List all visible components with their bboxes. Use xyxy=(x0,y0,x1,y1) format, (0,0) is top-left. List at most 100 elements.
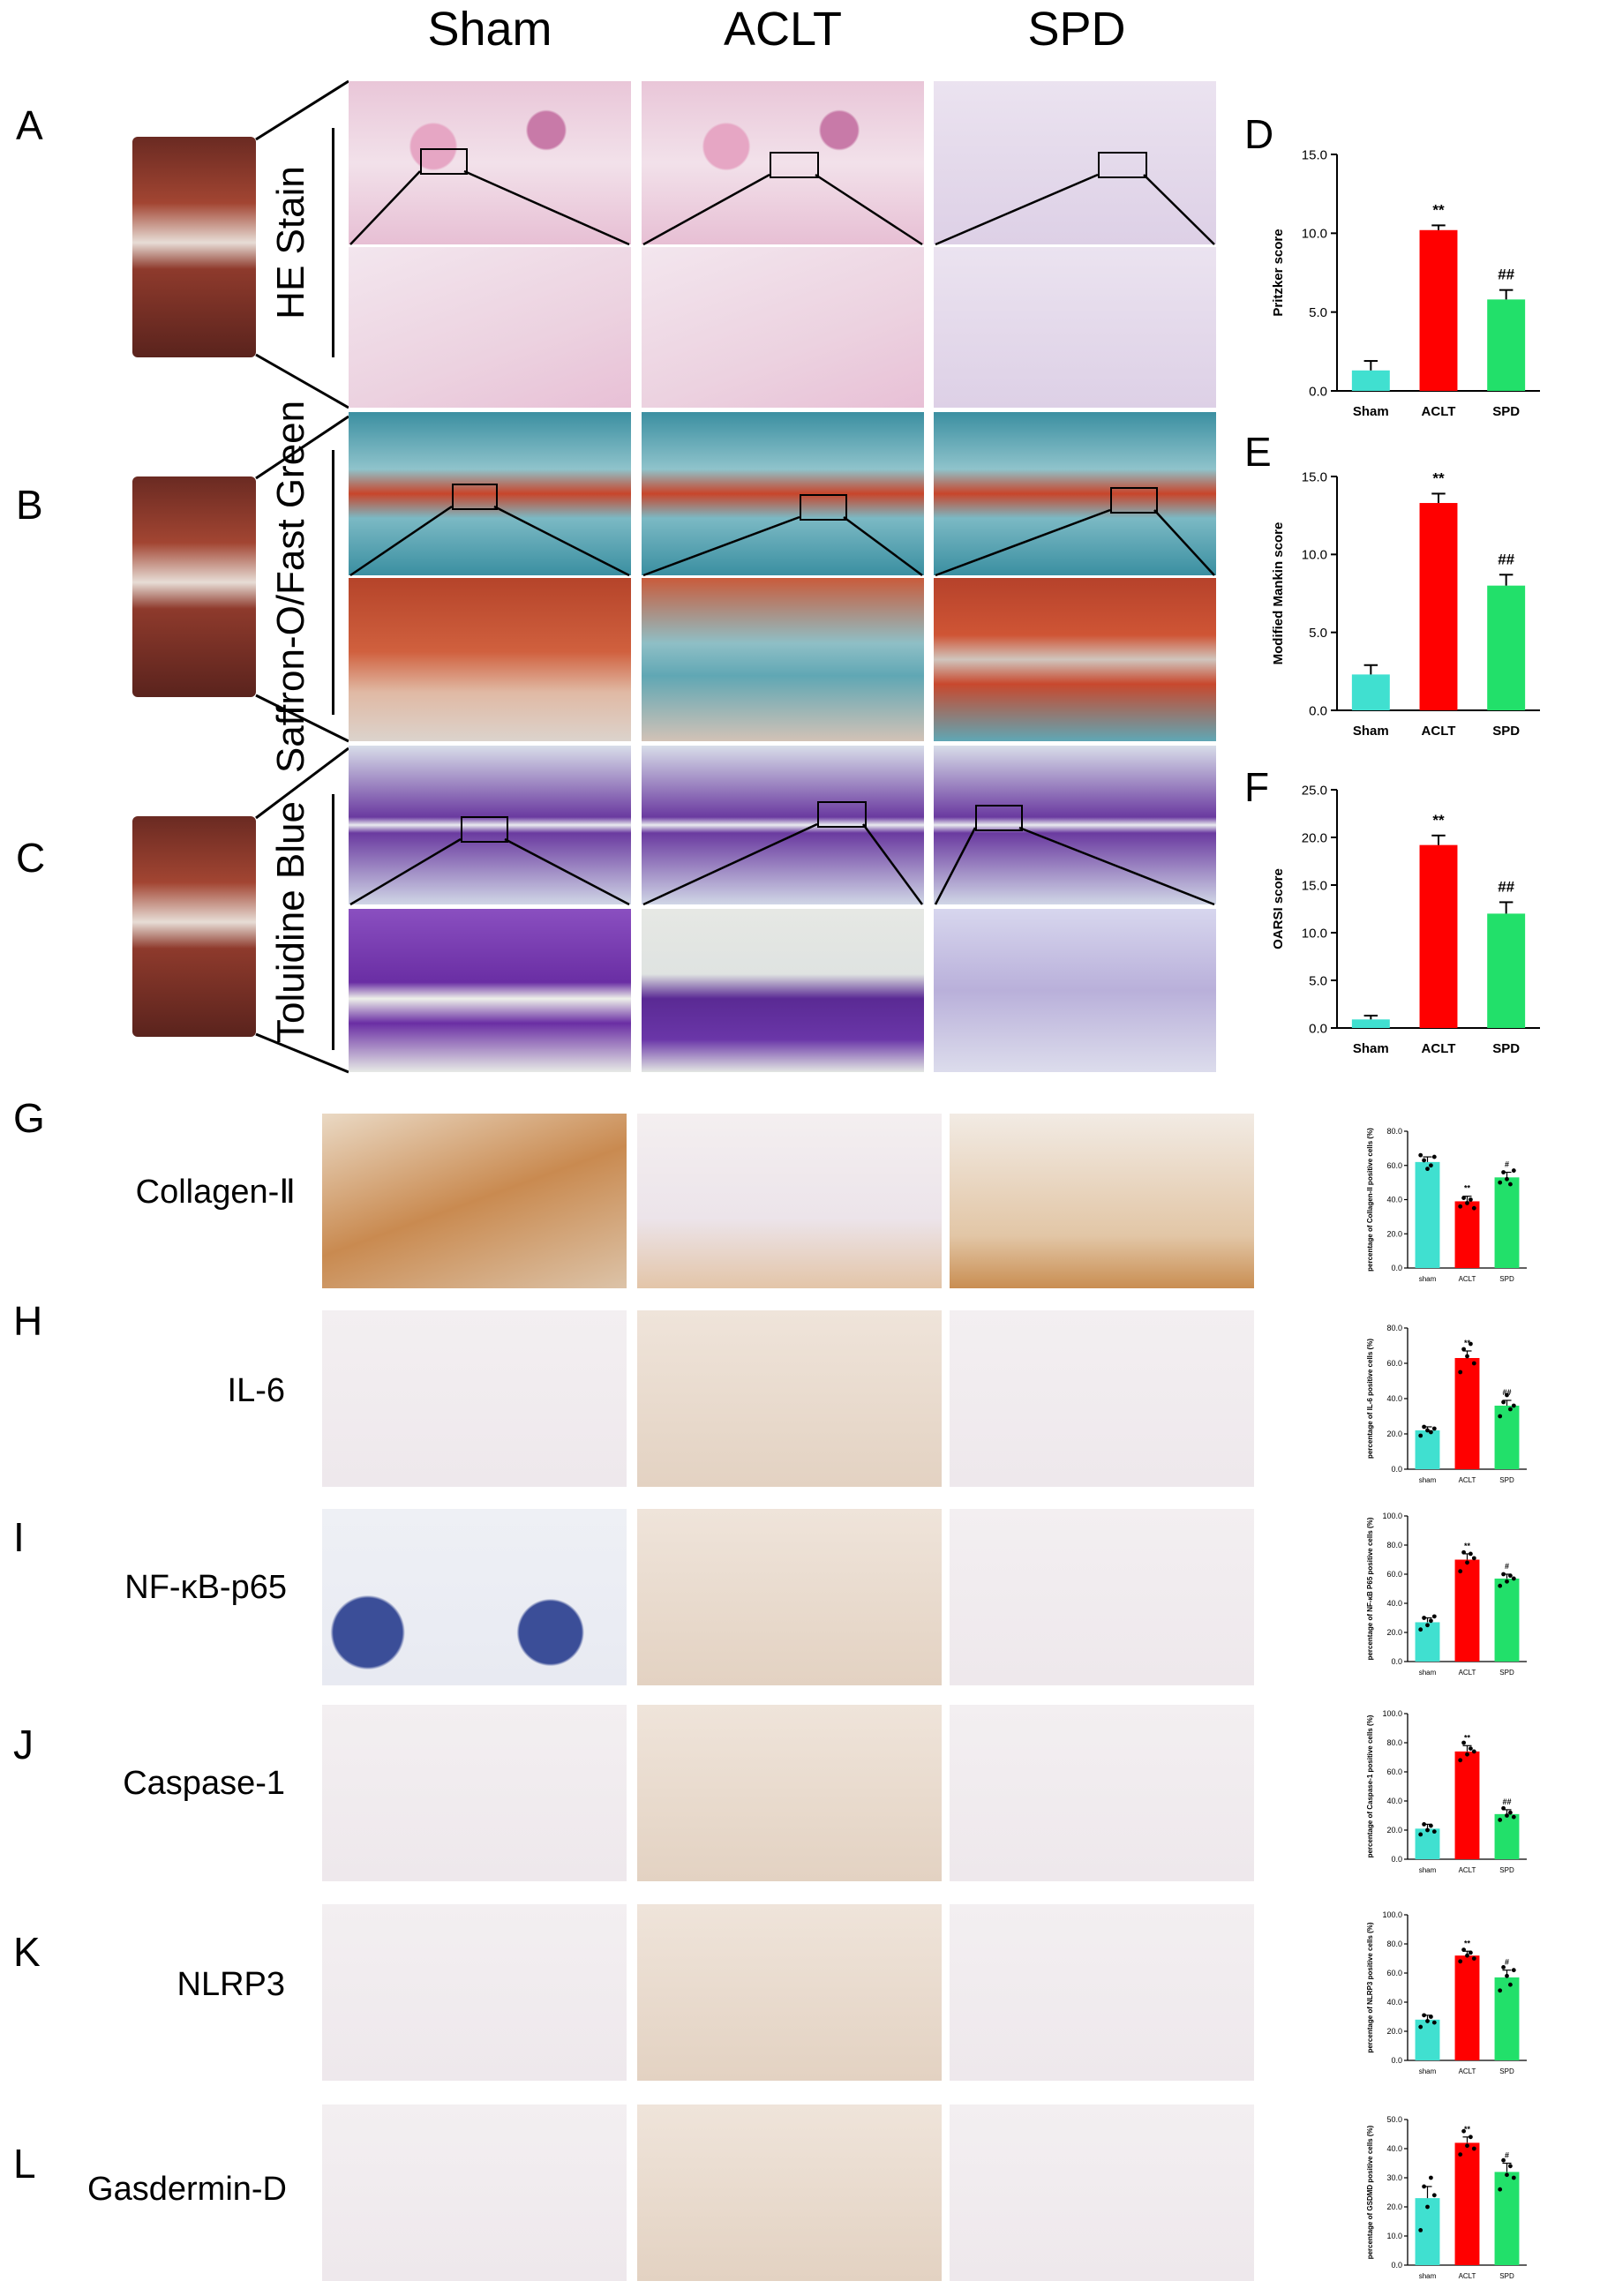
data-point xyxy=(1498,1414,1503,1419)
data-point xyxy=(1469,1950,1473,1955)
panel-letter-a: A xyxy=(16,102,43,148)
data-point xyxy=(1508,2164,1513,2169)
significance-label: # xyxy=(1505,2151,1509,2160)
data-point xyxy=(1498,1988,1503,1993)
y-tick-label: 30.0 xyxy=(1386,2173,1402,2182)
significance-label: ## xyxy=(1502,1388,1511,1397)
data-point xyxy=(1469,1197,1473,1202)
y-tick-label: 0.0 xyxy=(1391,1855,1402,1864)
zoom-box xyxy=(800,494,847,521)
category-label: ACLT xyxy=(1459,1669,1476,1677)
y-tick-label: 50.0 xyxy=(1386,2115,1402,2124)
y-axis-label: OARSI score xyxy=(1271,868,1286,949)
y-tick-label: 10.0 xyxy=(1386,2232,1402,2240)
sofg-aclt-low-mag xyxy=(642,412,924,575)
panel-letter-g: G xyxy=(13,1095,45,1141)
data-point xyxy=(1422,1822,1426,1827)
y-tick-label: 20.0 xyxy=(1386,1826,1402,1835)
tb-aclt-low-mag xyxy=(642,746,924,904)
y-tick-label: 60.0 xyxy=(1386,1767,1402,1776)
y-axis-label: percentage of Caspase-1 positive cells (… xyxy=(1366,1714,1374,1857)
data-point xyxy=(1501,1965,1506,1970)
ihc-nlrp3-sham xyxy=(322,1904,627,2081)
y-tick-label: 60.0 xyxy=(1386,1969,1402,1977)
data-point xyxy=(1418,1832,1423,1837)
y-tick-label: 80.0 xyxy=(1386,1738,1402,1747)
category-label: SPD xyxy=(1492,404,1520,419)
data-point xyxy=(1425,2204,1430,2210)
y-tick-label: 60.0 xyxy=(1386,1161,1402,1170)
data-point xyxy=(1471,1205,1476,1211)
data-point xyxy=(1458,1569,1463,1574)
y-axis-label: Pritzker score xyxy=(1271,229,1286,316)
significance-label: ** xyxy=(1432,201,1445,218)
data-point xyxy=(1461,1196,1466,1200)
y-tick-label: 0.0 xyxy=(1309,1021,1327,1036)
data-point xyxy=(1471,1556,1476,1561)
y-tick-label: 15.0 xyxy=(1302,469,1327,484)
panel-letter-b: B xyxy=(16,482,43,528)
data-point xyxy=(1465,1200,1469,1205)
data-point xyxy=(1469,1746,1473,1751)
data-point xyxy=(1505,1392,1509,1398)
y-axis-label: percentage of GSDMD positive cells (%) xyxy=(1366,2125,1374,2259)
category-label: ACLT xyxy=(1459,1866,1476,1874)
y-tick-label: 0.0 xyxy=(1391,1657,1402,1666)
significance-label: # xyxy=(1505,1160,1509,1169)
data-point xyxy=(1501,2157,1506,2163)
y-tick-label: 40.0 xyxy=(1386,1797,1402,1805)
bar-sham xyxy=(1351,1019,1390,1028)
category-label: SPD xyxy=(1499,1275,1514,1283)
data-point xyxy=(1431,1426,1437,1431)
joint-photo-spd xyxy=(132,816,256,1037)
panel-letter-d: D xyxy=(1244,111,1274,157)
y-tick-label: 15.0 xyxy=(1302,878,1327,893)
ihc-gsdmd-spd xyxy=(950,2105,1254,2281)
category-label: SPD xyxy=(1499,1476,1514,1484)
panel-letter-c: C xyxy=(16,835,46,881)
significance-label: ** xyxy=(1464,1733,1471,1742)
bar-spd xyxy=(1494,2172,1520,2265)
bar-aclt xyxy=(1419,503,1458,710)
panel-letter-l: L xyxy=(13,2141,36,2187)
y-tick-label: 80.0 xyxy=(1386,1541,1402,1549)
zoom-box xyxy=(770,152,819,178)
data-point xyxy=(1465,1953,1469,1958)
ihc-il6-sham xyxy=(322,1310,627,1487)
column-header-aclt: ACLT xyxy=(723,3,843,56)
y-tick-label: 0.0 xyxy=(1391,1465,1402,1474)
significance-label: ## xyxy=(1502,1797,1511,1806)
data-point xyxy=(1511,2175,1516,2180)
y-tick-label: 0.0 xyxy=(1391,2056,1402,2065)
significance-label: # xyxy=(1505,1958,1509,1967)
category-label: SPD xyxy=(1499,2067,1514,2075)
tb-sham-high-mag xyxy=(349,909,631,1072)
data-point xyxy=(1429,2015,1433,2019)
data-point xyxy=(1425,1623,1430,1628)
bar-sham xyxy=(1415,1828,1440,1859)
significance-label: ** xyxy=(1464,2125,1471,2134)
y-axis-label: Modified Mankin score xyxy=(1271,522,1286,665)
y-tick-label: 0.0 xyxy=(1309,384,1327,399)
data-point xyxy=(1505,1973,1509,1978)
category-label: Sham xyxy=(1353,1041,1389,1056)
ihc-collagen-sham xyxy=(322,1114,627,1288)
data-point xyxy=(1505,1813,1509,1818)
y-axis-label: percentage of NF-κB P65 positive cells (… xyxy=(1366,1517,1374,1660)
data-point xyxy=(1418,1627,1423,1632)
ihc-collagen-spd xyxy=(950,1114,1254,1288)
bar-spd xyxy=(1494,1813,1520,1859)
data-point xyxy=(1501,1170,1506,1174)
zoom-box xyxy=(461,816,508,843)
y-tick-label: 40.0 xyxy=(1386,1196,1402,1204)
category-label: Sham xyxy=(1353,724,1389,739)
data-point xyxy=(1471,2146,1476,2151)
tb-aclt-high-mag xyxy=(642,909,924,1072)
data-point xyxy=(1422,2013,1426,2018)
data-point xyxy=(1505,2172,1509,2178)
y-tick-label: 40.0 xyxy=(1386,1599,1402,1608)
bar-aclt xyxy=(1454,2142,1480,2265)
sofg-spd-high-mag xyxy=(934,578,1216,741)
y-axis-label: percentage of Collagen-II positive cells… xyxy=(1366,1128,1374,1272)
y-tick-label: 15.0 xyxy=(1302,147,1327,162)
